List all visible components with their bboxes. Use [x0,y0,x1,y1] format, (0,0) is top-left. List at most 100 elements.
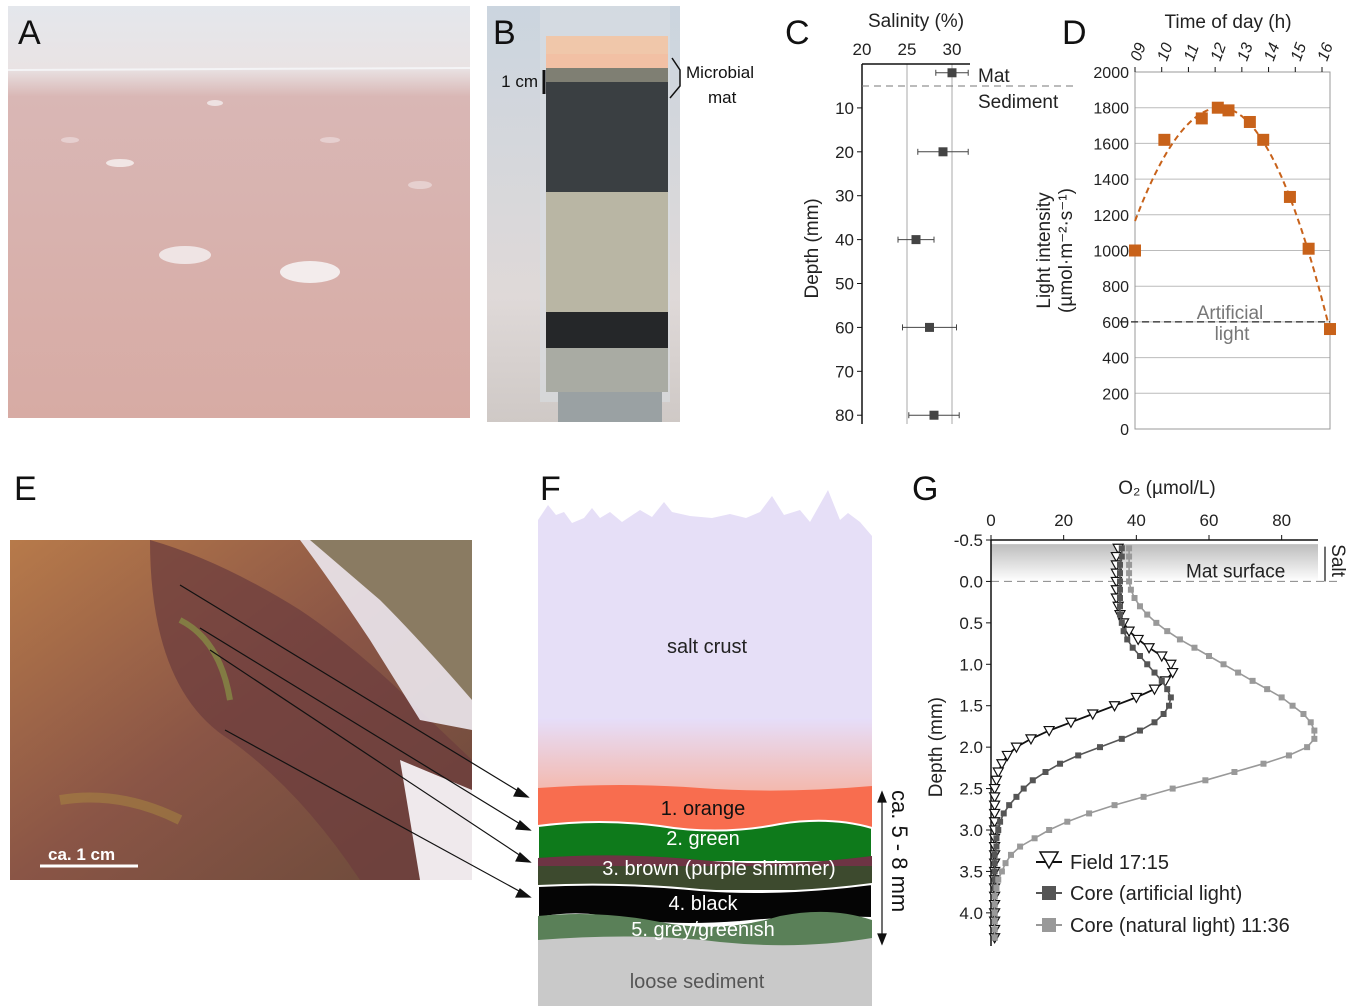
data-point-g [1235,669,1242,676]
panel-letter-c: C [785,14,810,52]
data-point-g [1118,619,1125,626]
tick-label-x-d: 09 [1128,41,1150,64]
layer-4-label: 4. black [669,893,739,915]
data-point-g [997,818,1004,825]
data-point-g [1118,553,1125,560]
axis-units-y-d: (µmol·m⁻²·s⁻¹) [1056,188,1077,313]
data-point-g [1031,835,1038,842]
photo-salt-lake [7,6,471,418]
tick-label-y-c: 70 [835,362,854,381]
data-point-g [1020,785,1027,792]
tick-label-y-d: 0 [1120,422,1129,439]
tick-label-y-g: -0.5 [954,531,983,550]
data-point-g [993,835,1000,842]
layer-3-label: 3. brown (purple shimmer) [602,858,835,880]
data-point-g [1231,769,1238,775]
annotation-sediment-c: Sediment [978,92,1059,113]
tick-label-x-d: 15 [1288,41,1310,64]
tick-label-y-d: 1200 [1093,208,1129,225]
tick-label-y-g: 3.5 [959,862,983,881]
data-point-g [1136,653,1143,659]
data-point-d [1129,244,1141,257]
data-point-g [1143,643,1156,654]
layer-1-label: 1. orange [661,798,746,820]
tick-label-x-d: 10 [1154,41,1176,64]
data-point-d [1283,190,1296,203]
data-point-d [1302,242,1315,255]
data-point-g [991,893,998,900]
tick-label-y-c: 20 [835,143,854,162]
thickness-label: ca. 5 - 8 mm [887,790,912,912]
panel-letter-g: G [912,470,938,508]
data-point-g [1042,769,1049,775]
data-point-g [1289,702,1296,709]
data-point-g [1006,802,1013,809]
data-point-g [1116,586,1123,593]
data-point-c [925,322,934,332]
tick-label-x-d: 16 [1315,41,1337,64]
pointer-arrows [179,584,532,898]
data-point-d [1211,101,1224,114]
tick-label-x-g: 60 [1200,511,1219,530]
tick-label-y-d: 400 [1102,351,1129,368]
tick-label-y-c: 30 [835,187,854,206]
panel-letter-e: E [14,470,37,508]
data-point-g [1140,793,1147,800]
data-point-g [1116,570,1123,577]
data-point-d [1158,133,1171,146]
scale-label-b: 1 cm [501,72,538,91]
data-point-g [1300,711,1307,717]
series-line-g [993,548,1316,938]
tick-label-y-g: 4.0 [959,904,983,923]
legend-label-g: Core (natural light) 11:36 [1070,915,1290,937]
data-point-g [1155,651,1168,663]
data-point-g [1127,586,1134,593]
annotation-mat: mat [708,88,737,107]
data-point-g [991,926,998,933]
data-point-g [1164,659,1177,671]
data-point-g [1108,701,1121,712]
layer-5-label: 5. grey/greenish [631,919,774,941]
data-point-g [1001,750,1014,762]
tick-label-x-g: 0 [986,511,995,530]
axis-title-y-g: Depth (mm) [926,697,947,797]
data-point-g [1264,686,1271,693]
data-point-g [1164,686,1171,693]
axis-title-x-g: O₂ (µmol/L) [1118,478,1216,499]
data-point-d [1222,104,1235,117]
data-point-g [1013,793,1020,800]
data-point-g [1010,742,1023,754]
data-point-g [992,767,1005,779]
data-point-g [1164,628,1171,635]
data-point-c [929,410,939,420]
tick-label-y-g: 0.5 [959,614,983,633]
mat-schematic [537,490,873,1006]
tick-label-y-c: 80 [835,406,854,425]
legend-label-g: Field 17:15 [1070,852,1169,874]
data-point-g [1285,752,1292,759]
data-point-g [1118,735,1125,742]
data-point-g [1202,777,1209,784]
salt-label: Salt [1327,544,1348,577]
data-point-g [1111,802,1118,809]
data-point-g [1000,810,1007,817]
data-point-g [1075,752,1082,759]
data-point-g [1144,661,1151,668]
data-point-g [1153,619,1160,626]
data-point-g [991,918,998,925]
axis-title-x-d: Time of day (h) [1164,12,1291,33]
data-point-g [1148,684,1161,696]
tick-label-x-g: 40 [1127,511,1146,530]
data-point-g [1151,669,1158,676]
data-point-g [1057,760,1064,767]
tick-label-y-c: 40 [835,231,854,250]
data-point-g [988,792,1001,804]
data-point-g [988,783,1001,795]
data-point-g [1144,611,1151,618]
tick-label-x-d: 12 [1208,41,1230,64]
mat-surface-label: Mat surface [1186,561,1285,582]
data-point-g [1046,827,1053,833]
data-point-g [995,759,1008,770]
panel-letter-b: B [493,14,516,52]
